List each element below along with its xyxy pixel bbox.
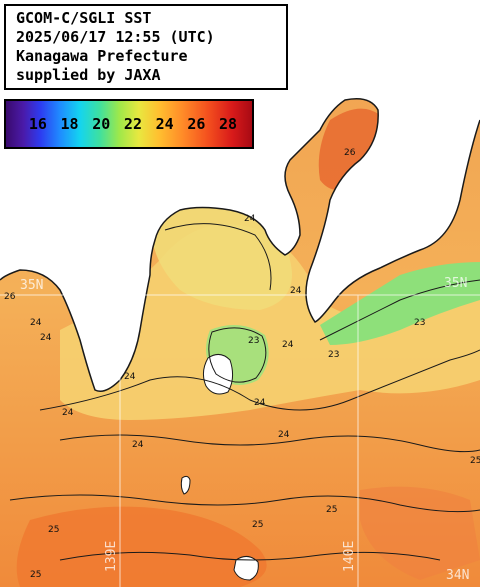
contour-label: 24 (62, 408, 74, 418)
sea-warm-patch-se (360, 486, 480, 580)
contour-label: 24 (244, 214, 256, 224)
sea-warm-patch-sw (16, 506, 267, 587)
sea-green-patch-2 (320, 262, 480, 345)
contour-label: 26 (344, 148, 356, 158)
lat-label-34-right: 34N (446, 568, 470, 583)
contour-label: 25 (30, 570, 42, 580)
contour-label: 23 (328, 350, 340, 360)
contour-label: 24 (40, 333, 52, 343)
info-timestamp: 2025/06/17 12:55 (UTC) (16, 28, 215, 46)
contour-25a (9, 494, 480, 513)
coastline (0, 98, 480, 392)
contour-label: 24 (254, 398, 266, 408)
land-mainland (0, 0, 480, 391)
lat-label-35-left: 35N (20, 278, 44, 293)
color-legend: 16 18 20 22 24 26 28 (4, 99, 254, 149)
info-box: GCOM-C/SGLI SST 2025/06/17 12:55 (UTC) K… (4, 4, 288, 90)
lat-label-35-right: 35N (444, 276, 468, 291)
contour-23 (319, 279, 480, 341)
contour-label: 25 (252, 520, 264, 530)
contour-label: 24 (124, 372, 136, 382)
contour-label: 24 (30, 318, 42, 328)
contour-label: 25 (326, 505, 338, 515)
sea-band-24 (60, 224, 480, 420)
contour-23-patch (208, 327, 267, 383)
info-region: Kanagawa Prefecture (16, 47, 188, 65)
land-island-south (233, 556, 259, 581)
land-island-oshima (202, 354, 234, 395)
contour-label: 24 (290, 286, 302, 296)
legend-label: 28 (219, 115, 238, 133)
legend-label: 20 (92, 115, 111, 133)
info-title: GCOM-C/SGLI SST (16, 9, 152, 27)
info-source: supplied by JAXA (16, 66, 161, 84)
legend-labels: 16 18 20 22 24 26 28 (6, 101, 252, 147)
legend-label: 24 (155, 115, 174, 133)
legend-label: 22 (123, 115, 142, 133)
legend-label: 26 (187, 115, 206, 133)
latlon-grid (0, 294, 480, 587)
legend-label: 18 (60, 115, 79, 133)
contour-label: 24 (132, 440, 144, 450)
legend-label: 16 (28, 115, 47, 133)
lon-label-139: 139E (104, 540, 119, 572)
land-island-small (180, 475, 191, 495)
contour-25b (59, 551, 441, 561)
contour-24b (59, 434, 480, 453)
contour-label: 25 (470, 456, 480, 466)
contour-label: 26 (4, 292, 16, 302)
contour-24c (164, 223, 272, 291)
contour-label: 24 (282, 340, 294, 350)
contour-label: 23 (414, 318, 426, 328)
contour-label: 25 (48, 525, 60, 535)
lon-label-140: 140E (342, 540, 357, 572)
contour-label: 23 (248, 336, 260, 346)
contour-24a (39, 349, 480, 411)
contour-label: 24 (278, 430, 290, 440)
